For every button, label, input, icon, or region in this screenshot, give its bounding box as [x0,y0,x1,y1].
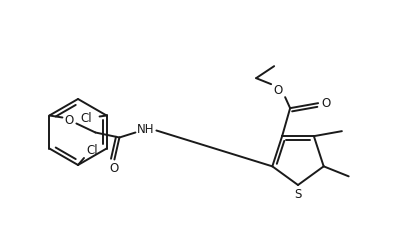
Text: Cl: Cl [86,144,98,156]
Text: NH: NH [137,123,154,136]
Text: O: O [273,84,283,97]
Text: Cl: Cl [81,112,92,125]
Text: O: O [65,114,74,127]
Text: S: S [294,187,302,200]
Text: O: O [322,97,331,110]
Text: O: O [110,162,119,175]
